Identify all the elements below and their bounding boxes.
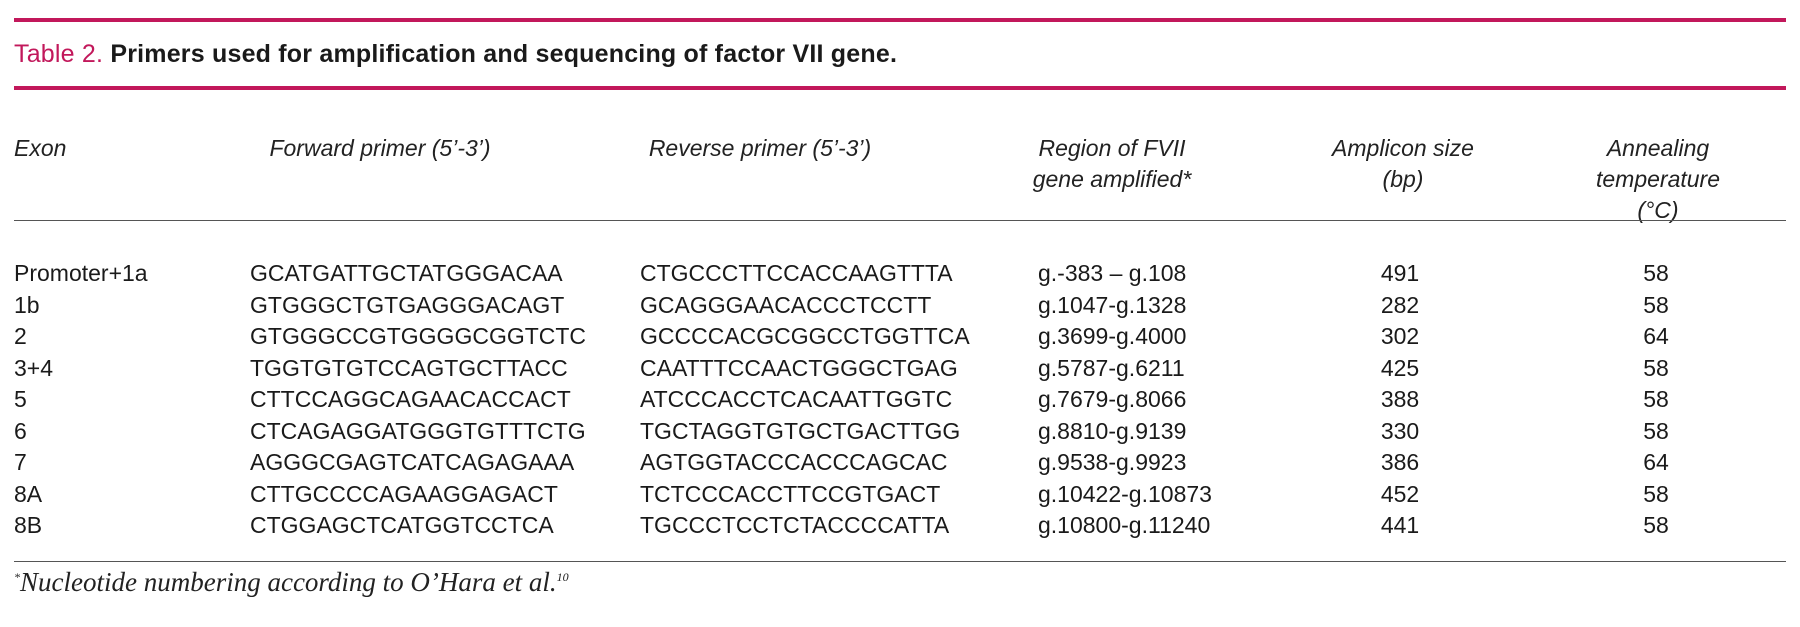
table-row: Promoter+1a GCATGATTGCTATGGGACAA CTGCCCTTC… xyxy=(0,258,1800,289)
table-label: Table 2. xyxy=(14,40,104,68)
cell-exon: 8B xyxy=(14,512,43,538)
cell-forward: CTTCCAGGCAGAACACCACT xyxy=(250,386,571,412)
table-row: 5 CTTCCAGGCAGAACACCACT ATCCCACCTCACAATTGGT… xyxy=(0,384,1800,415)
cell-forward: CTGGAGCTCATGGTCCTCA xyxy=(250,512,554,538)
cell-amplicon: 491 xyxy=(1380,260,1420,286)
cell-exon: 3+4 xyxy=(14,354,54,381)
cell-reverse: TGCTAGGTGTGCTGACTTGG xyxy=(640,417,961,444)
cell-reverse: CAATTTCCAACTGGGCTGAG xyxy=(640,354,958,381)
cell-amplicon: 425 xyxy=(1380,354,1420,381)
cell-exon: 6 xyxy=(14,417,27,444)
table-row: 8A CTTGCCCCAGAAGGAGACT TCTCCCACCTTCCGTGACT… xyxy=(0,479,1800,510)
header-forward-primer: Forward primer (5’-3’) xyxy=(269,135,491,161)
cell-forward: AGGGCGAGTCATCAGAGAAA xyxy=(250,449,575,475)
cell-amplicon: 388 xyxy=(1380,386,1420,412)
cell-amplicon: 441 xyxy=(1380,512,1420,538)
cell-forward: TGGTGTGTCCAGTGCTTACC xyxy=(250,354,568,381)
cell-amplicon: 330 xyxy=(1380,417,1420,444)
table-row: 2 GTGGGCCGTGGGGCGGTCTC GCCCCACGCGGCCTGGTTC… xyxy=(0,321,1800,352)
cell-exon: 8A xyxy=(14,480,43,507)
header-reverse-primer: Reverse primer (5’-3’) xyxy=(648,135,872,161)
cell-exon: 2 xyxy=(14,323,27,349)
cell-reverse: ATCCCACCTCACAATTGGTC xyxy=(640,386,953,412)
cell-reverse: AGTGGTACCCACCCAGCAC xyxy=(640,449,948,475)
table-row: 7 AGGGCGAGTCATCAGAGAAA AGTGGTACCCACCCAGCAC… xyxy=(0,447,1800,478)
cell-region: g.-383 – g.108 xyxy=(1038,260,1187,286)
footnote-marker: * xyxy=(14,570,20,584)
cell-annealing: 58 xyxy=(1643,512,1669,538)
cell-reverse: TCTCCCACCTTCCGTGACT xyxy=(640,480,941,507)
header-amplicon-size: Amplicon size (bp) xyxy=(1332,135,1474,192)
caption-top-rule xyxy=(14,18,1786,22)
cell-annealing: 58 xyxy=(1643,480,1669,507)
header-rule xyxy=(14,220,1786,221)
cell-amplicon: 386 xyxy=(1380,449,1420,475)
cell-reverse: GCAGGGAACACCCTCCTT xyxy=(640,291,932,318)
footnote-reference: 10 xyxy=(556,570,569,584)
cell-annealing: 58 xyxy=(1643,291,1669,318)
table-bottom-rule xyxy=(14,561,1786,562)
cell-region: g.10800-g.11240 xyxy=(1038,512,1211,538)
cell-exon: 5 xyxy=(14,386,27,412)
cell-forward: GCATGATTGCTATGGGACAA xyxy=(250,260,563,286)
cell-exon: 7 xyxy=(14,449,27,475)
cell-annealing: 58 xyxy=(1643,354,1669,381)
table-row: 1b GTGGGCTGTGAGGGACAGT GCAGGGAACACCCTCCTT g… xyxy=(0,290,1800,321)
cell-reverse: GCCCCACGCGGCCTGGTTCA xyxy=(640,323,970,349)
table-row: 3+4 TGGTGTGTCCAGTGCTTACC CAATTTCCAACTGGGCT… xyxy=(0,353,1800,384)
cell-reverse: TGCCCTCCTCTACCCCATTA xyxy=(640,512,950,538)
cell-reverse: CTGCCCTTCCACCAAGTTTA xyxy=(640,260,953,286)
header-annealing-temperature: Annealing temperature (°C) xyxy=(1595,135,1720,223)
cell-region: g.8810-g.9139 xyxy=(1038,417,1187,444)
cell-region: g.7679-g.8066 xyxy=(1038,386,1187,412)
table-row: 6 CTCAGAGGATGGGTGTTTCTG TGCTAGGTGTGCTGACTT… xyxy=(0,416,1800,447)
cell-region: g.1047-g.1328 xyxy=(1038,291,1187,318)
header-exon: Exon xyxy=(14,135,67,161)
table-caption: Table 2. Primers used for amplification … xyxy=(14,40,897,69)
cell-amplicon: 282 xyxy=(1380,291,1420,318)
cell-region: g.3699-g.4000 xyxy=(1038,323,1187,349)
table-footnote: *Nucleotide numbering according to O’Har… xyxy=(14,567,569,598)
footnote-text: Nucleotide numbering according to O’Hara… xyxy=(20,567,557,597)
cell-forward: CTCAGAGGATGGGTGTTTCTG xyxy=(250,417,586,444)
cell-annealing: 58 xyxy=(1643,260,1669,286)
table-row: 8B CTGGAGCTCATGGTCCTCA TGCCCTCCTCTACCCCATT… xyxy=(0,510,1800,541)
cell-annealing: 64 xyxy=(1643,323,1669,349)
cell-amplicon: 302 xyxy=(1380,323,1420,349)
header-region: Region of FVII gene amplified* xyxy=(1032,135,1192,192)
cell-annealing: 58 xyxy=(1643,417,1669,444)
cell-annealing: 64 xyxy=(1643,449,1669,475)
table-title: Primers used for amplification and seque… xyxy=(110,40,898,68)
cell-annealing: 58 xyxy=(1643,386,1669,412)
cell-forward: GTGGGCCGTGGGGCGGTCTC xyxy=(250,323,587,349)
cell-region: g.9538-g.9923 xyxy=(1038,449,1187,475)
caption-bottom-rule xyxy=(14,86,1786,90)
cell-exon: 1b xyxy=(14,291,40,318)
cell-forward: CTTGCCCCAGAAGGAGACT xyxy=(250,480,558,507)
cell-amplicon: 452 xyxy=(1380,480,1420,507)
cell-forward: GTGGGCTGTGAGGGACAGT xyxy=(250,291,565,318)
cell-region: g.10422-g.10873 xyxy=(1038,480,1212,507)
cell-exon: Promoter+1a xyxy=(14,260,148,286)
cell-region: g.5787-g.6211 xyxy=(1038,354,1185,381)
